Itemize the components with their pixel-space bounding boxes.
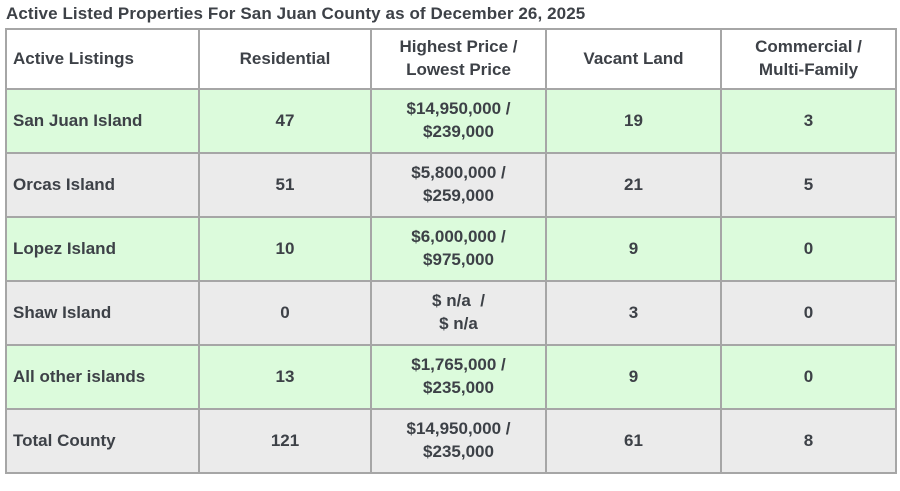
residential-cell: 47 <box>198 88 372 154</box>
residential-cell: 51 <box>198 152 372 218</box>
vacant-land-cell: 21 <box>545 152 722 218</box>
table-row-shaw-island: Shaw Island 0 $ n/a / $ n/a 3 0 <box>5 280 897 346</box>
table-header-row: Active Listings Residential Highest Pric… <box>5 28 897 90</box>
price-cell: $1,765,000 / $235,000 <box>370 344 547 410</box>
table-row-lopez-island: Lopez Island 10 $6,000,000 / $975,000 9 … <box>5 216 897 282</box>
island-name-cell: Total County <box>5 408 200 474</box>
residential-cell: 13 <box>198 344 372 410</box>
price-cell: $14,950,000 / $239,000 <box>370 88 547 154</box>
commercial-cell: 8 <box>720 408 897 474</box>
col-header-active-listings: Active Listings <box>5 28 200 90</box>
page-title: Active Listed Properties For San Juan Co… <box>6 4 586 23</box>
residential-cell: 10 <box>198 216 372 282</box>
commercial-cell: 0 <box>720 344 897 410</box>
vacant-land-cell: 3 <box>545 280 722 346</box>
commercial-cell: 0 <box>720 216 897 282</box>
vacant-land-cell: 61 <box>545 408 722 474</box>
vacant-land-cell: 19 <box>545 88 722 154</box>
price-cell: $14,950,000 / $235,000 <box>370 408 547 474</box>
residential-cell: 0 <box>198 280 372 346</box>
price-cell: $5,800,000 / $259,000 <box>370 152 547 218</box>
commercial-cell: 3 <box>720 88 897 154</box>
col-header-commercial: Commercial / Multi-Family <box>720 28 897 90</box>
commercial-cell: 5 <box>720 152 897 218</box>
table-row-orcas-island: Orcas Island 51 $5,800,000 / $259,000 21… <box>5 152 897 218</box>
commercial-cell: 0 <box>720 280 897 346</box>
table-row-all-other-islands: All other islands 13 $1,765,000 / $235,0… <box>5 344 897 410</box>
island-name-cell: Shaw Island <box>5 280 200 346</box>
price-cell: $ n/a / $ n/a <box>370 280 547 346</box>
table-row-total-county: Total County 121 $14,950,000 / $235,000 … <box>5 408 897 474</box>
island-name-cell: San Juan Island <box>5 88 200 154</box>
col-header-price: Highest Price / Lowest Price <box>370 28 547 90</box>
island-name-cell: Lopez Island <box>5 216 200 282</box>
residential-cell: 121 <box>198 408 372 474</box>
island-name-cell: Orcas Island <box>5 152 200 218</box>
vacant-land-cell: 9 <box>545 344 722 410</box>
col-header-vacant-land: Vacant Land <box>545 28 722 90</box>
col-header-residential: Residential <box>198 28 372 90</box>
island-name-cell: All other islands <box>5 344 200 410</box>
table-row-san-juan-island: San Juan Island 47 $14,950,000 / $239,00… <box>5 88 897 154</box>
vacant-land-cell: 9 <box>545 216 722 282</box>
listings-table: Active Listings Residential Highest Pric… <box>5 28 897 474</box>
price-cell: $6,000,000 / $975,000 <box>370 216 547 282</box>
